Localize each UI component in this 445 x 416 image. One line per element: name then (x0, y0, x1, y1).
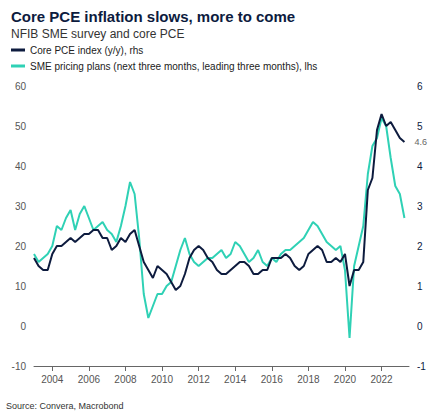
svg-text:NFIB SME survey and core PCE: NFIB SME survey and core PCE (11, 27, 184, 41)
svg-text:2018: 2018 (297, 374, 320, 385)
svg-text:40: 40 (15, 161, 27, 172)
svg-text:4: 4 (417, 161, 423, 172)
svg-text:0: 0 (20, 321, 26, 332)
svg-text:-10: -10 (12, 361, 27, 372)
svg-text:Core PCE inflation slows, more: Core PCE inflation slows, more to come (11, 8, 295, 25)
svg-text:2010: 2010 (151, 374, 174, 385)
svg-text:1: 1 (417, 281, 423, 292)
svg-text:2016: 2016 (261, 374, 284, 385)
svg-text:2008: 2008 (114, 374, 137, 385)
svg-text:Core PCE index (y/y), rhs: Core PCE index (y/y), rhs (30, 45, 143, 56)
svg-text:Source: Convera, Macrobond: Source: Convera, Macrobond (6, 401, 124, 411)
svg-text:2006: 2006 (78, 374, 101, 385)
svg-text:4.6: 4.6 (414, 137, 427, 147)
svg-text:60: 60 (15, 81, 27, 92)
svg-text:30: 30 (15, 201, 27, 212)
svg-text:-1: -1 (417, 361, 426, 372)
svg-text:5: 5 (417, 121, 423, 132)
svg-text:50: 50 (15, 121, 27, 132)
svg-text:3: 3 (417, 201, 423, 212)
svg-text:2: 2 (417, 241, 423, 252)
svg-text:2012: 2012 (188, 374, 211, 385)
svg-text:2022: 2022 (370, 374, 393, 385)
svg-text:SME pricing plans (next three: SME pricing plans (next three months, le… (30, 61, 317, 72)
svg-text:2014: 2014 (224, 374, 247, 385)
svg-text:0: 0 (417, 321, 423, 332)
svg-text:6: 6 (417, 81, 423, 92)
svg-text:20: 20 (15, 241, 27, 252)
svg-text:10: 10 (15, 281, 27, 292)
svg-text:2020: 2020 (334, 374, 357, 385)
svg-text:2004: 2004 (41, 374, 64, 385)
